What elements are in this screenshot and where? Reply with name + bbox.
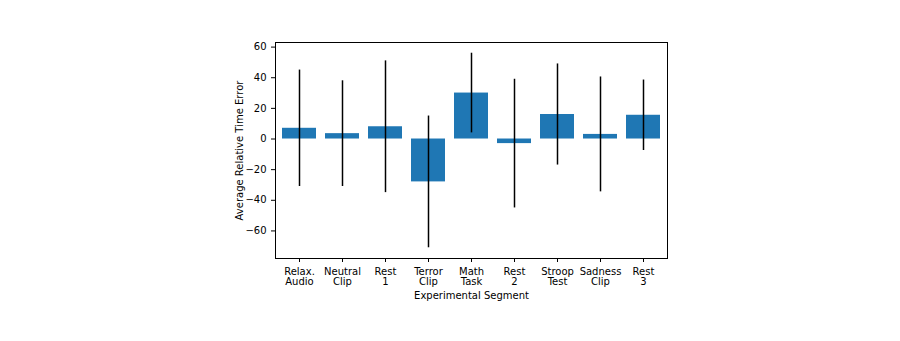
svg-text:−40: −40 — [245, 194, 266, 205]
svg-text:Rest2: Rest2 — [504, 266, 526, 287]
svg-text:Rest3: Rest3 — [633, 266, 655, 287]
svg-text:TerrorClip: TerrorClip — [413, 266, 444, 287]
svg-text:SadnessClip: SadnessClip — [580, 266, 622, 287]
svg-text:40: 40 — [254, 72, 267, 83]
svg-text:0: 0 — [260, 133, 266, 144]
svg-text:Average Relative Time Error: Average Relative Time Error — [234, 80, 245, 221]
svg-text:Rest1: Rest1 — [375, 266, 397, 287]
svg-text:−20: −20 — [245, 164, 266, 175]
svg-text:60: 60 — [254, 41, 267, 52]
svg-text:StroopTest: StroopTest — [541, 266, 574, 287]
svg-text:−60: −60 — [245, 225, 266, 236]
svg-text:Experimental Segment: Experimental Segment — [414, 290, 529, 301]
svg-text:NeutralClip: NeutralClip — [324, 266, 361, 287]
svg-text:Relax.Audio: Relax.Audio — [284, 266, 315, 287]
svg-text:20: 20 — [254, 103, 267, 114]
svg-text:MathTask: MathTask — [459, 266, 484, 287]
